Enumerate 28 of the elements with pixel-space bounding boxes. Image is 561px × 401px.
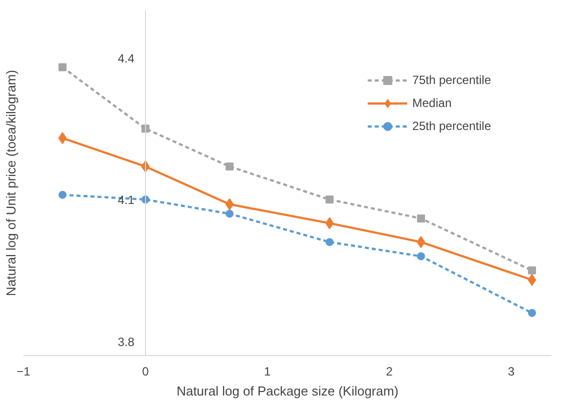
point xyxy=(226,210,234,218)
legend-label: 25th percentile xyxy=(412,119,491,133)
y-tick-label: 4.1 xyxy=(118,193,135,208)
point xyxy=(326,196,334,204)
point xyxy=(58,132,67,144)
point xyxy=(528,274,536,286)
x-tick-label: 2 xyxy=(386,364,393,378)
x-tick-label: 3 xyxy=(508,364,515,378)
x-tick-label: 1 xyxy=(264,364,272,378)
x-tick-label: 0 xyxy=(142,364,150,378)
legend-label: Median xyxy=(412,96,452,110)
point xyxy=(58,190,67,199)
point xyxy=(528,266,536,274)
x-axis-title: Natural log of Package size (Kilogram) xyxy=(176,384,398,398)
y-tick-label: 3.8 xyxy=(118,334,135,349)
x-tick-label: −1 xyxy=(16,364,31,378)
point xyxy=(417,252,426,260)
point xyxy=(58,63,67,72)
y-axis-title: Natural log of Unit price (toea/kilogram) xyxy=(4,70,18,296)
point xyxy=(528,308,536,317)
y-tick-label: 4.4 xyxy=(118,51,135,66)
point xyxy=(226,162,234,170)
point xyxy=(326,238,334,246)
point xyxy=(325,217,334,230)
point xyxy=(225,198,234,210)
point xyxy=(417,214,426,222)
legend-label: 75th percentile xyxy=(412,73,491,87)
point xyxy=(416,236,426,248)
